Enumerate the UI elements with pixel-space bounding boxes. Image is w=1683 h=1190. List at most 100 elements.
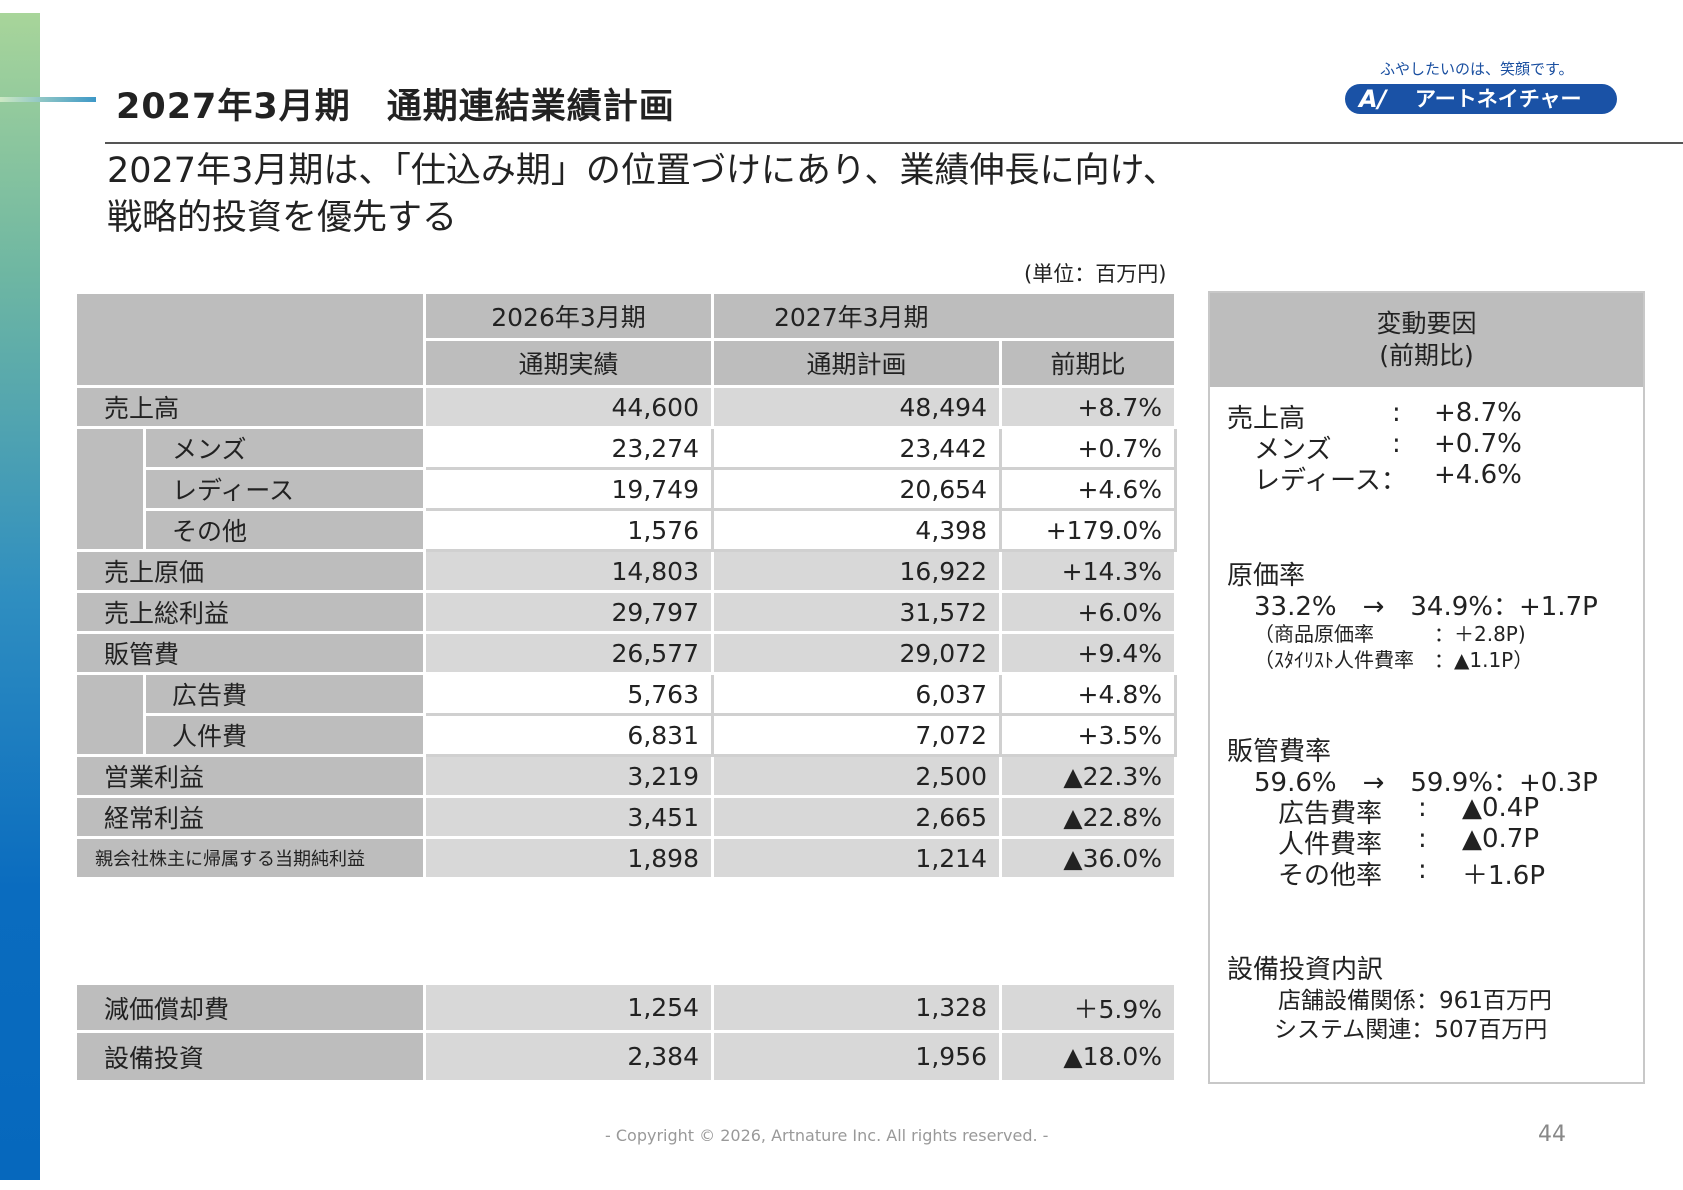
actual-value: 6,831 xyxy=(423,713,714,757)
labor-ratio-sep: : xyxy=(1418,824,1427,854)
table-row: 人件費 6,831 7,072 +3.5% xyxy=(76,713,1177,757)
cost-ratio-sub-2: （ｽﾀｲﾘｽﾄ人件費率 ：▲1.1P） xyxy=(1254,648,1534,672)
plan-value: 31,572 xyxy=(711,590,1002,634)
other-ratio-sep: : xyxy=(1418,855,1427,885)
actual-value: 14,803 xyxy=(423,549,714,593)
row-label: 売上高 xyxy=(74,385,426,429)
header-row-1: 2026年3月期 2027年3月期 xyxy=(74,291,1177,388)
logo-mark-icon: A/ xyxy=(1359,85,1387,113)
yoy-value: ▲36.0% xyxy=(999,836,1177,880)
header-blank xyxy=(74,291,426,388)
plan-value: 1,956 xyxy=(711,1030,1002,1083)
logo-badge: A/ アートネイチャー xyxy=(1345,84,1617,114)
sales-sep: : xyxy=(1392,398,1401,428)
yoy-value: +6.0% xyxy=(999,590,1177,634)
header-row-2: 通期実績 通期計画 前期比 xyxy=(76,338,1177,388)
plan-value: 6,037 xyxy=(711,672,1002,716)
row-label: 経常利益 xyxy=(74,795,426,839)
ad-ratio-sep: : xyxy=(1418,793,1427,823)
cost-ratio-line: 33.2% → 34.9%：+1.7P xyxy=(1254,592,1598,622)
plan-value: 4,398 xyxy=(711,508,1002,552)
actual-value: 3,451 xyxy=(423,795,714,839)
indent-spacer xyxy=(74,426,146,552)
actual-value: 19,749 xyxy=(423,467,714,511)
sidebar-gradient-bar xyxy=(0,13,40,1180)
capex-store-line: 店舗設備関係：961百万円 xyxy=(1278,988,1552,1014)
factors-header: 変動要因 (前期比) xyxy=(1210,293,1643,387)
table-row: レディース 19,749 20,654 +4.6% xyxy=(76,467,1177,511)
header-fy2026: 2026年3月期 xyxy=(423,291,714,341)
actual-value: 5,763 xyxy=(423,672,714,716)
other-ratio-value: ＋1.6P xyxy=(1462,861,1546,891)
results-table: 2026年3月期 2027年3月期 通期実績 通期計画 前期比 売上高 44,6… xyxy=(74,291,1177,880)
title-accent-line xyxy=(0,97,96,102)
actual-value: 23,274 xyxy=(423,426,714,470)
ladies-label: レディース： xyxy=(1254,466,1407,496)
factors-subtitle: (前期比) xyxy=(1379,341,1474,370)
table-row: 販管費 26,577 29,072 +9.4% xyxy=(74,631,1177,675)
sga-ratio-line: 59.6% → 59.9%：+0.3P xyxy=(1254,768,1598,798)
sales-label: 売上高 xyxy=(1227,404,1306,434)
row-label: 広告費 xyxy=(143,672,426,716)
yoy-value: +8.7% xyxy=(999,385,1177,429)
sales-value: +8.7% xyxy=(1434,398,1522,428)
plan-value: 2,500 xyxy=(711,754,1002,798)
row-label: 設備投資 xyxy=(74,1030,426,1083)
subtitle-line-2: 戦略的投資を優先する xyxy=(107,198,458,238)
yoy-value: +179.0% xyxy=(999,508,1177,552)
plan-value: 1,328 xyxy=(711,982,1002,1033)
ad-ratio-value: ▲0.4P xyxy=(1462,793,1540,823)
yoy-value: +3.5% xyxy=(999,713,1177,757)
row-label: メンズ xyxy=(143,426,426,470)
company-logo: ふやしたいのは、笑顔です。 A/ アートネイチャー xyxy=(1345,56,1617,120)
table-row: 広告費 5,763 6,037 +4.8% xyxy=(74,672,1177,757)
ladies-value: +4.6% xyxy=(1434,460,1522,490)
yoy-value: ▲22.3% xyxy=(999,754,1177,798)
yoy-value: +4.8% xyxy=(999,672,1177,716)
row-label: 親会社株主に帰属する当期純利益 xyxy=(74,836,426,880)
slide-title: 2027年3月期 通期連結業績計画 xyxy=(116,87,675,127)
row-label: その他 xyxy=(143,508,426,552)
row-label: 販管費 xyxy=(74,631,426,675)
yoy-value: +14.3% xyxy=(999,549,1177,593)
actual-value: 29,797 xyxy=(423,590,714,634)
page-number: 44 xyxy=(1538,1122,1566,1147)
actual-value: 1,576 xyxy=(423,508,714,552)
factors-panel: 変動要因 (前期比) 売上高 : +8.7% メンズ : +0.7% レディース… xyxy=(1208,291,1645,1084)
actual-value: 2,384 xyxy=(423,1030,714,1083)
table-row: 売上高 44,600 48,494 +8.7% xyxy=(74,385,1177,429)
yoy-value: ▲18.0% xyxy=(999,1030,1177,1083)
header-fy2027: 2027年3月期 xyxy=(711,291,1177,341)
table-row: 減価償却費 1,254 1,328 ＋5.9% xyxy=(74,982,1177,1033)
ad-ratio-label: 広告費率 xyxy=(1278,799,1383,829)
actual-value: 26,577 xyxy=(423,631,714,675)
yoy-value: ▲22.8% xyxy=(999,795,1177,839)
table-row: 設備投資 2,384 1,956 ▲18.0% xyxy=(74,1030,1177,1083)
copyright-footer: - Copyright © 2026, Artnature Inc. All r… xyxy=(605,1126,1049,1145)
table-row: 経常利益 3,451 2,665 ▲22.8% xyxy=(74,795,1177,839)
row-label: レディース xyxy=(143,467,426,511)
row-label: 売上原価 xyxy=(74,549,426,593)
factors-title: 変動要因 xyxy=(1376,309,1477,338)
title-divider xyxy=(105,142,1683,144)
sga-ratio-label: 販管費率 xyxy=(1227,737,1332,767)
table-row: 営業利益 3,219 2,500 ▲22.3% xyxy=(74,754,1177,798)
capex-table: 減価償却費 1,254 1,328 ＋5.9% 設備投資 2,384 1,956… xyxy=(74,982,1177,1083)
table-row: 親会社株主に帰属する当期純利益 1,898 1,214 ▲36.0% xyxy=(74,836,1177,880)
header-actual: 通期実績 xyxy=(423,338,714,388)
mens-value: +0.7% xyxy=(1434,429,1522,459)
plan-value: 20,654 xyxy=(711,467,1002,511)
row-label: 営業利益 xyxy=(74,754,426,798)
row-label: 人件費 xyxy=(143,713,426,757)
table-row: 売上原価 14,803 16,922 +14.3% xyxy=(74,549,1177,593)
row-label: 減価償却費 xyxy=(74,982,426,1033)
indent-spacer xyxy=(74,672,146,757)
subtitle-line-1: 2027年3月期は、「仕込み期」の位置づけにあり、業績伸長に向け、 xyxy=(107,151,1178,191)
yoy-value: +9.4% xyxy=(999,631,1177,675)
actual-value: 3,219 xyxy=(423,754,714,798)
header-yoy: 前期比 xyxy=(999,338,1177,388)
plan-value: 7,072 xyxy=(711,713,1002,757)
plan-value: 23,442 xyxy=(711,426,1002,470)
plan-value: 1,214 xyxy=(711,836,1002,880)
actual-value: 44,600 xyxy=(423,385,714,429)
